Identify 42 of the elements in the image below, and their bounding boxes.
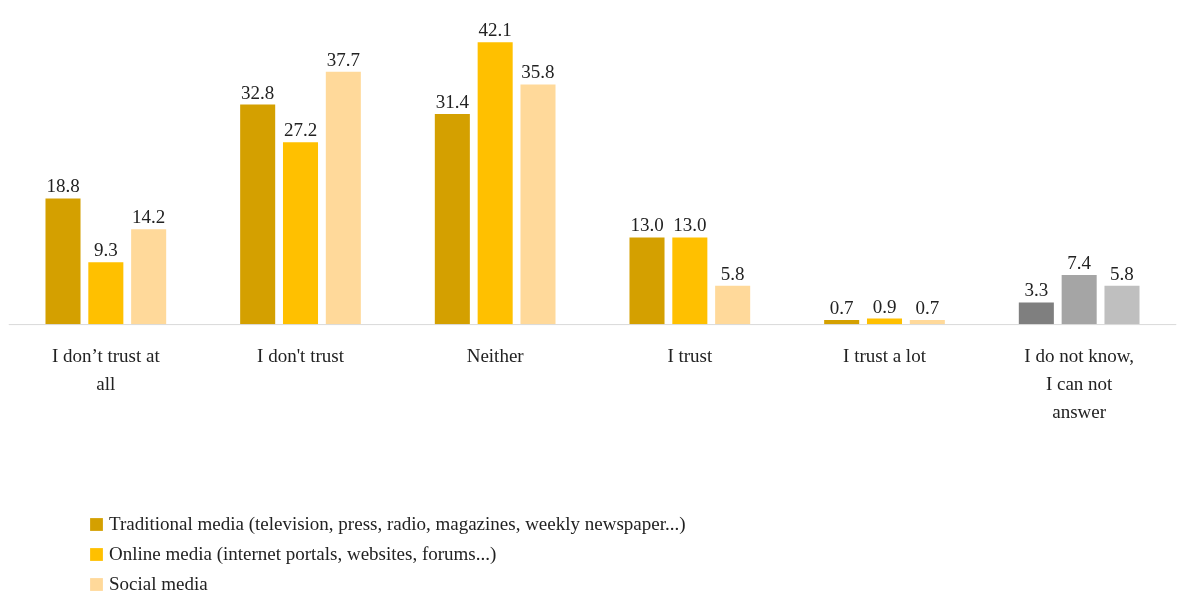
bar [434,113,470,325]
data-label: 13.0 [630,214,664,236]
bar [1104,285,1140,325]
x-tick-label: I don’t trust at all [51,344,161,394]
x-tick-label: I do not know, I can not answer [1024,344,1134,423]
bar [629,237,665,325]
x-tick-label: Neither [466,344,525,366]
bar [477,42,513,325]
data-label: 13.0 [673,214,707,236]
bar [520,84,556,325]
bar [1018,302,1054,325]
legend-label: Online media (internet portals, websites, forums...) [109,543,497,565]
bar [325,71,361,325]
bar [45,198,81,325]
bar [715,285,751,325]
bar [240,104,276,325]
data-label: 3.3 [1024,279,1049,301]
legend-label: Social media [109,573,208,595]
data-label: 5.8 [720,262,745,284]
data-label: 31.4 [435,90,470,112]
x-tick-label: I trust [667,344,713,366]
data-label: 35.8 [521,61,555,83]
data-label: 18.8 [46,175,80,197]
x-tick-label: I trust a lot [843,344,927,366]
data-label: 5.8 [1110,262,1134,284]
bar [131,229,167,325]
data-label: 0.7 [915,296,940,318]
bar [672,237,708,325]
data-label: 14.2 [132,206,166,228]
bar [1061,274,1097,325]
data-label: 27.2 [283,119,318,141]
bar [282,142,319,325]
data-label: 32.8 [241,81,275,103]
data-label: 7.4 [1067,251,1092,273]
data-label: 0.7 [829,296,854,318]
data-label: 9.3 [93,239,118,261]
x-tick-label: I don't trust [257,344,345,366]
data-label: 37.7 [326,48,360,70]
bar [88,262,124,325]
data-label: 0.9 [872,295,897,317]
data-label: 42.1 [478,19,512,41]
legend-label: Traditional media (television, press, radio, magazines, weekly newspaper...) [109,513,686,535]
